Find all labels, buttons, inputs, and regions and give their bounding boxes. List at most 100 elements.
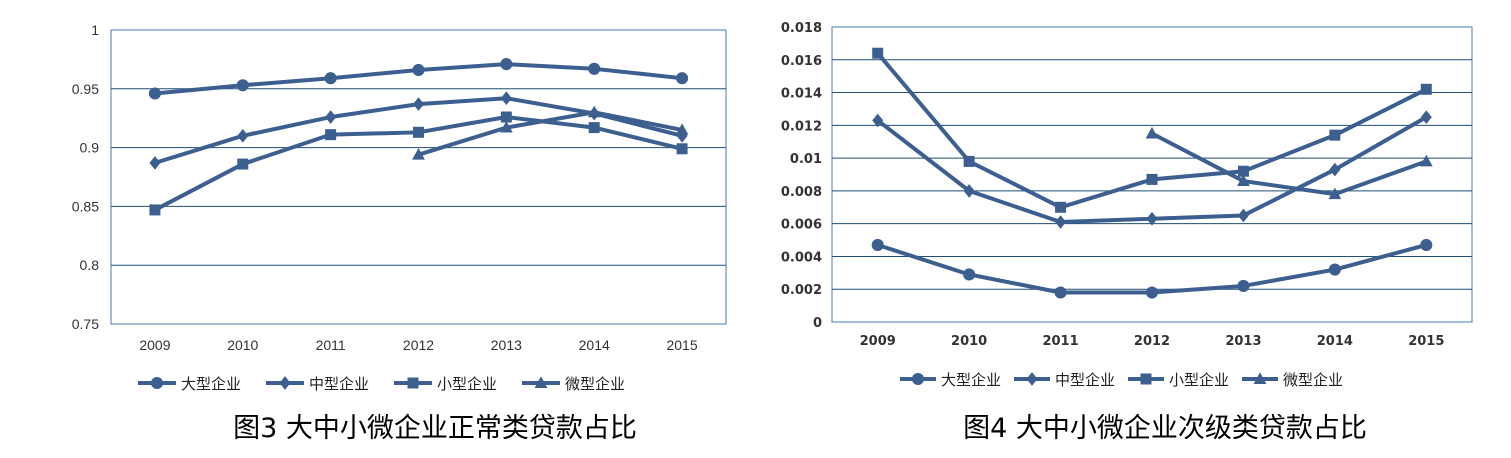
data-point — [413, 97, 424, 111]
data-point — [1237, 174, 1250, 187]
data-point — [1329, 162, 1341, 177]
data-point — [871, 238, 884, 252]
data-point — [872, 47, 884, 59]
data-point — [237, 158, 249, 170]
legend-label: 小型企业 — [437, 375, 497, 393]
data-point — [325, 110, 337, 124]
data-point — [412, 148, 425, 160]
x-tick-labels: 2009 2010 2011 2012 2013 2014 2015 — [860, 334, 1445, 349]
data-point — [1419, 154, 1433, 167]
legend-item: 微型企业 — [1242, 371, 1343, 389]
y-tick-label: 0.95 — [72, 81, 99, 97]
y-tick-label: 0.002 — [781, 283, 822, 298]
x-tick-labels: 2009 2010 2011 2012 2013 2014 2015 — [139, 337, 698, 353]
legend-label: 微型企业 — [565, 375, 625, 393]
data-point — [1145, 286, 1159, 299]
data-point — [412, 63, 425, 77]
data-point — [588, 122, 600, 134]
legend-item: 中型企业 — [1014, 371, 1115, 389]
legend: 大型企业 中型企业 小型企业 微型企业 — [900, 371, 1343, 389]
legend-marker — [279, 376, 291, 390]
data-point — [1237, 279, 1250, 292]
data-point — [675, 123, 689, 135]
x-tick-label: 2014 — [579, 337, 610, 353]
y-tick-label: 1 — [91, 22, 99, 38]
legend-marker — [1140, 373, 1152, 385]
data-point — [1328, 187, 1342, 200]
x-tick-label: 2010 — [227, 337, 258, 353]
data-point — [1420, 110, 1432, 124]
data-point — [1054, 286, 1067, 299]
series-square — [872, 47, 1432, 213]
series-group — [871, 47, 1433, 299]
y-tick-label: 0.8 — [80, 257, 100, 273]
data-point — [236, 79, 249, 92]
x-tick-label: 2012 — [403, 337, 434, 353]
legend-item: 中型企业 — [266, 375, 369, 393]
y-tick-label: 0.008 — [781, 185, 822, 200]
x-tick-label: 2013 — [491, 337, 522, 353]
series-triangle — [412, 105, 689, 160]
legend-item: 大型企业 — [138, 375, 241, 393]
data-point — [1146, 211, 1158, 226]
y-tick-labels: 0 0.002 0.004 0.006 0.008 0.01 0.012 0.014 0.016… — [781, 21, 822, 331]
data-point — [1055, 215, 1067, 229]
data-point — [963, 268, 976, 281]
y-tick-label: 0.75 — [72, 316, 99, 332]
y-tick-label: 0.012 — [781, 119, 822, 134]
legend-marker — [407, 377, 419, 389]
legend-item: 大型企业 — [900, 371, 1001, 389]
data-point — [872, 113, 884, 128]
series-circle — [871, 238, 1433, 299]
series-line — [1151, 131, 1427, 197]
data-point — [237, 129, 249, 143]
data-point — [324, 72, 337, 85]
data-point — [500, 111, 512, 123]
data-point — [1146, 173, 1158, 185]
series-circle — [148, 58, 689, 100]
gridlines — [111, 88, 726, 266]
data-point — [325, 129, 337, 141]
chart-normal-loans: 0.75 0.8 0.85 0.9 0.95 1 2009 2010 2011 2012 2013… — [72, 22, 727, 444]
legend-marker — [911, 372, 925, 386]
data-point — [500, 58, 513, 71]
data-point — [1237, 165, 1249, 177]
chart-caption: 图3 大中小微企业正常类贷款占比 — [233, 413, 637, 444]
x-tick-label: 2011 — [1042, 334, 1078, 349]
y-tick-label: 0.014 — [781, 87, 822, 102]
data-point — [587, 105, 601, 118]
legend-marker — [1253, 372, 1267, 384]
legend-label: 中型企业 — [309, 375, 369, 393]
data-point — [676, 143, 688, 155]
data-point — [963, 155, 975, 167]
x-tick-label: 2015 — [666, 337, 697, 353]
legend-label: 大型企业 — [181, 375, 241, 393]
x-tick-label: 2014 — [1317, 334, 1353, 349]
series-square — [149, 111, 688, 216]
legend-marker — [1026, 372, 1038, 386]
y-tick-label: 0.01 — [790, 152, 822, 167]
data-point — [148, 87, 161, 100]
legend-marker — [150, 376, 164, 390]
data-point — [1420, 83, 1432, 95]
legend-label: 小型企业 — [1169, 371, 1229, 389]
data-point — [1055, 201, 1067, 213]
y-tick-label: 0.9 — [80, 140, 100, 156]
legend-item: 小型企业 — [1128, 371, 1229, 389]
data-point — [149, 156, 161, 170]
legend-label: 微型企业 — [1283, 371, 1343, 389]
series-group — [148, 58, 689, 216]
x-tick-label: 2009 — [139, 337, 170, 353]
legend-label: 中型企业 — [1055, 371, 1115, 389]
y-tick-labels: 0.75 0.8 0.85 0.9 0.95 1 — [72, 22, 99, 332]
legend-marker — [534, 376, 548, 388]
data-point — [149, 204, 161, 216]
data-point — [1237, 208, 1249, 223]
data-point — [1329, 129, 1341, 141]
x-tick-label: 2011 — [316, 337, 346, 353]
data-point — [676, 72, 689, 85]
y-tick-label: 0.016 — [781, 54, 822, 69]
y-tick-label: 0.004 — [781, 250, 822, 265]
x-tick-label: 2009 — [860, 334, 896, 349]
